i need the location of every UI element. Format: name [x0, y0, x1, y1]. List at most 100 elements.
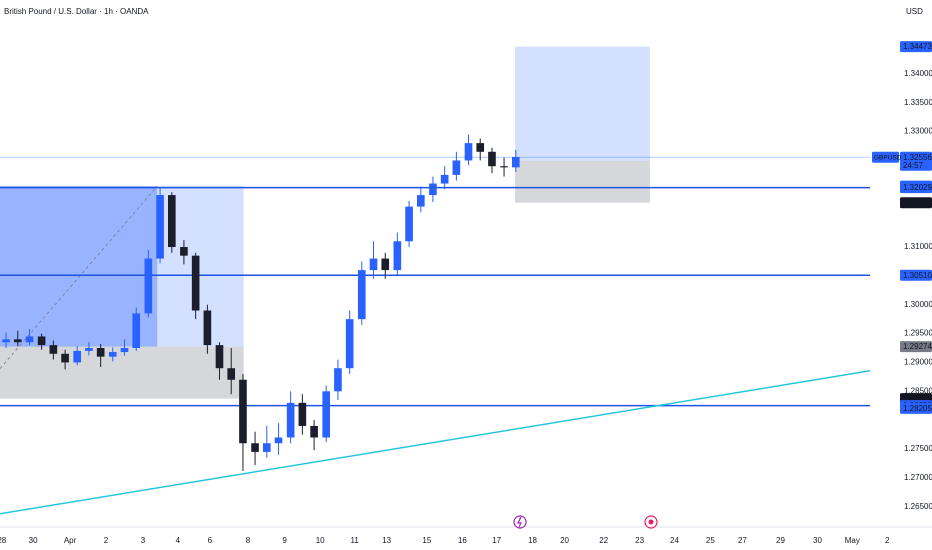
candle-body: [13, 339, 22, 343]
candle-body: [274, 437, 283, 444]
candle-body: [25, 336, 34, 343]
y-tick-label: 1.33500: [904, 98, 932, 107]
x-tick-label: 27: [738, 536, 747, 545]
event-icons: [513, 515, 658, 529]
candle-body: [393, 241, 402, 271]
candle-body: [85, 348, 93, 351]
candle-body: [464, 143, 473, 161]
price-tag-label: 1.32029: [903, 183, 932, 192]
candle-body: [120, 348, 129, 353]
candle-body: [476, 143, 485, 152]
x-tick-label: 20: [560, 536, 569, 545]
y-tick-label: 1.31000: [904, 242, 932, 251]
position-hit-zone: [0, 186, 158, 347]
candle-body: [369, 258, 378, 271]
candle-body: [227, 368, 236, 380]
event-icon[interactable]: [644, 515, 658, 529]
candle-body: [61, 353, 69, 363]
price-tag: [900, 182, 932, 194]
x-tick-label: 22: [599, 536, 608, 545]
event-icon-glyph: [517, 516, 522, 528]
y-tick-label: 1.27000: [904, 473, 932, 482]
y-tick-label: 1.28500: [904, 386, 932, 395]
x-tick-label: 25: [706, 536, 715, 545]
trend-line: [0, 368, 883, 515]
y-tick-label: 1.29000: [904, 358, 932, 367]
candle-body: [488, 151, 496, 167]
x-tick-label: 18: [528, 536, 537, 545]
candle-body: [357, 270, 366, 320]
candle-body: [215, 345, 224, 369]
x-tick-label: 15: [422, 536, 431, 545]
countdown-label: 24:57: [903, 161, 924, 170]
candle-body: [298, 402, 307, 426]
x-tick-label: 2: [885, 536, 890, 545]
x-tick-label: 3: [141, 536, 146, 545]
position-loss-zone: [0, 346, 244, 399]
candle-body: [73, 350, 82, 363]
last-price-tag: [900, 151, 932, 171]
candle-body: [345, 319, 354, 369]
candle-body: [251, 443, 259, 452]
x-tick-label: 16: [458, 536, 467, 545]
candle-body: [144, 258, 153, 314]
candle-body: [37, 336, 46, 346]
candle-body: [429, 183, 437, 196]
x-tick-label: 11: [351, 536, 360, 545]
chart-title: British Pound / U.S. Dollar · 1h · OANDA: [4, 7, 149, 16]
candle-body: [334, 368, 342, 392]
price-tag: [900, 41, 932, 53]
currency-label: USD: [906, 7, 923, 16]
position-profit-zone: [0, 186, 244, 347]
candle-body: [203, 310, 212, 346]
candle-body: [500, 166, 508, 168]
symbol-tag: [872, 151, 899, 163]
price-tag-label: 1.30510: [903, 271, 932, 280]
x-tick-label: 13: [382, 536, 391, 545]
x-tick-label: 6: [208, 536, 213, 545]
y-tick-label: 1.29500: [904, 329, 932, 338]
x-tick-label: 30: [29, 536, 38, 545]
x-tick-label: 10: [316, 536, 325, 545]
y-tick-label: 1.30000: [904, 300, 932, 309]
x-tick-label: 29: [776, 536, 785, 545]
candle-body: [417, 195, 425, 207]
candle-body: [239, 379, 247, 444]
x-tick-label: 30: [813, 536, 822, 545]
candle-body: [180, 247, 188, 256]
x-tick-label: May: [845, 536, 860, 545]
price-tag-label: 1.29274: [903, 342, 932, 351]
event-icon[interactable]: [513, 515, 527, 529]
x-tick-label: 17: [492, 536, 501, 545]
x-tick-label: 9: [282, 536, 287, 545]
candle-body: [49, 345, 58, 354]
candle-body: [286, 402, 295, 438]
last-price-label: 1.32556: [903, 153, 932, 162]
candle-body: [452, 160, 461, 175]
symbol-label: GBPUSD: [874, 154, 902, 161]
y-tick-label: 1.34000: [904, 69, 932, 78]
candle-body: [310, 425, 318, 438]
x-tick-label: 8: [246, 536, 251, 545]
candle-body: [262, 443, 271, 452]
event-icon-glyph: [648, 519, 654, 525]
position-profit-zone: [515, 46, 650, 161]
y-tick-label: 1.33000: [904, 127, 932, 136]
x-tick-label: 28: [0, 536, 7, 545]
y-tick-label: 1.27500: [904, 444, 932, 453]
price-tag-label: 1.31768: [903, 198, 932, 207]
candle-body: [108, 352, 117, 357]
price-tag-label: 1.34473: [903, 42, 932, 51]
position-path: [0, 185, 158, 369]
candle-body: [96, 348, 105, 357]
x-tick-label: 24: [670, 536, 679, 545]
position-loss-zone: [515, 160, 650, 203]
candle-body: [156, 195, 164, 259]
price-tag: [900, 402, 932, 414]
y-tick-label: 1.26500: [904, 502, 932, 511]
candle-body: [405, 206, 413, 242]
candle-body: [2, 339, 10, 343]
price-axis: [870, 0, 932, 527]
